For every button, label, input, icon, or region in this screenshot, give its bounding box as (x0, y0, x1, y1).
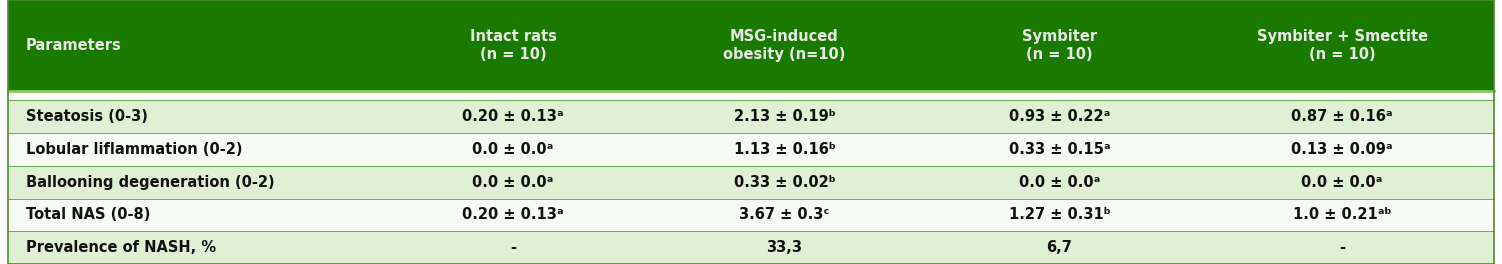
Text: Lobular liflammation (0-2): Lobular liflammation (0-2) (26, 142, 242, 157)
Text: Intact rats
(n = 10): Intact rats (n = 10) (470, 29, 557, 62)
Bar (8, 0, 1494, 91)
Text: 3.67 ± 0.3ᶜ: 3.67 ± 0.3ᶜ (739, 208, 829, 222)
Bar (8, 91, 1494, 100)
Text: 6,7: 6,7 (1047, 240, 1072, 255)
Bar (8, 231, 1494, 264)
Text: Total NAS (0-8): Total NAS (0-8) (26, 208, 150, 222)
Bar (8, 133, 1494, 166)
Text: 0.33 ± 0.15ᵃ: 0.33 ± 0.15ᵃ (1009, 142, 1110, 157)
Text: 2.13 ± 0.19ᵇ: 2.13 ± 0.19ᵇ (733, 109, 835, 124)
Text: 0.0 ± 0.0ᵃ: 0.0 ± 0.0ᵃ (473, 142, 554, 157)
Text: 1.0 ± 0.21ᵃᵇ: 1.0 ± 0.21ᵃᵇ (1293, 208, 1391, 222)
Bar (8, 199, 1494, 231)
Text: Symbiter
(n = 10): Symbiter (n = 10) (1021, 29, 1096, 62)
Bar (8, 166, 1494, 199)
Text: 0.0 ± 0.0ᵃ: 0.0 ± 0.0ᵃ (1018, 175, 1101, 190)
Text: MSG-induced
obesity (n=10): MSG-induced obesity (n=10) (724, 29, 846, 62)
Text: Steatosis (0-3): Steatosis (0-3) (26, 109, 147, 124)
Text: 0.20 ± 0.13ᵃ: 0.20 ± 0.13ᵃ (463, 109, 563, 124)
Text: Parameters: Parameters (26, 38, 122, 53)
Text: 0.13 ± 0.09ᵃ: 0.13 ± 0.09ᵃ (1292, 142, 1392, 157)
Text: 1.27 ± 0.31ᵇ: 1.27 ± 0.31ᵇ (1009, 208, 1110, 222)
Text: 33,3: 33,3 (766, 240, 802, 255)
Text: 0.87 ± 0.16ᵃ: 0.87 ± 0.16ᵃ (1292, 109, 1392, 124)
Text: 0.20 ± 0.13ᵃ: 0.20 ± 0.13ᵃ (463, 208, 563, 222)
Text: 0.93 ± 0.22ᵃ: 0.93 ± 0.22ᵃ (1009, 109, 1110, 124)
Text: 0.0 ± 0.0ᵃ: 0.0 ± 0.0ᵃ (1301, 175, 1383, 190)
Text: -: - (511, 240, 517, 255)
Text: -: - (1340, 240, 1346, 255)
Bar (8, 100, 1494, 133)
Text: 1.13 ± 0.16ᵇ: 1.13 ± 0.16ᵇ (733, 142, 835, 157)
Text: Symbiter + Smectite
(n = 10): Symbiter + Smectite (n = 10) (1257, 29, 1427, 62)
Text: Ballooning degeneration (0-2): Ballooning degeneration (0-2) (26, 175, 275, 190)
Text: 0.0 ± 0.0ᵃ: 0.0 ± 0.0ᵃ (473, 175, 554, 190)
Text: Prevalence of NASH, %: Prevalence of NASH, % (26, 240, 216, 255)
Text: 0.33 ± 0.02ᵇ: 0.33 ± 0.02ᵇ (733, 175, 835, 190)
